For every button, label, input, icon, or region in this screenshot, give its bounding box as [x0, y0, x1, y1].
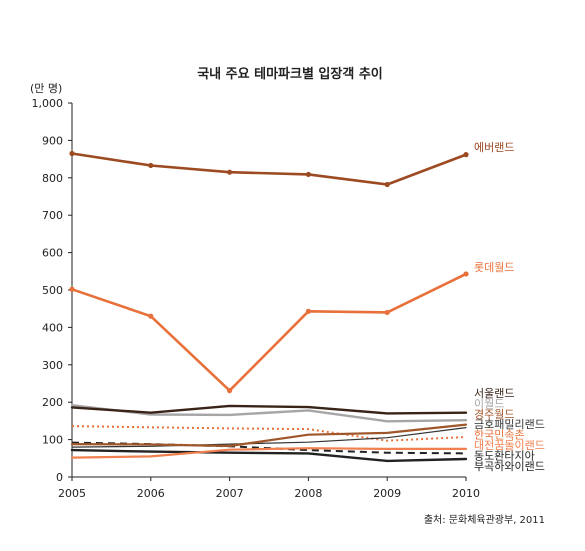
- data-point: [69, 150, 75, 157]
- y-tick-label: 500: [42, 284, 63, 297]
- series-layer: [69, 150, 469, 463]
- series-label: 경주월드: [474, 408, 514, 421]
- data-point: [69, 286, 75, 292]
- y-tick-label: 900: [42, 134, 63, 147]
- y-tick-label: 400: [42, 321, 63, 334]
- data-point: [148, 162, 154, 169]
- series-label: 동도환타지아: [474, 449, 535, 462]
- chart-title: 국내 주요 테마파크별 입장객 추이: [197, 66, 383, 82]
- series-line-3: [70, 404, 468, 415]
- y-tick-label: 100: [42, 434, 63, 447]
- data-point: [463, 152, 469, 158]
- series-label: 대전꿈돌이랜드: [474, 439, 545, 452]
- x-tick-label: 2009: [373, 487, 401, 500]
- x-tick-label: 2008: [294, 487, 322, 500]
- data-point: [305, 308, 311, 314]
- source-note: 출처: 문화체육관광부, 2011: [424, 514, 545, 526]
- y-tick-label: 700: [42, 209, 63, 222]
- x-tick-label: 2006: [137, 487, 165, 500]
- series-labels: 에버랜드롯데월드서울랜드이월드경주월드금호패밀리랜드한국민속촌대전꿈돌이랜드동도…: [474, 141, 545, 473]
- series-label: 이월드: [474, 397, 504, 410]
- series-line-7: [71, 425, 467, 442]
- x-tick-label: 2005: [58, 487, 86, 500]
- series-line-8: [70, 447, 468, 459]
- y-tick-label: 600: [42, 247, 63, 260]
- series-line-6: [71, 427, 467, 448]
- data-point: [463, 271, 469, 277]
- data-point: [384, 309, 390, 316]
- y-tick-label: 1,000: [32, 97, 64, 110]
- series-line-1: [70, 152, 468, 186]
- axes: 0 100 200 300 400 500 600 700 800 900 1,000 2005 200…: [32, 97, 481, 500]
- y-tick-label: 200: [42, 396, 63, 409]
- y-tick-label: 800: [42, 172, 63, 185]
- x-tick-label: 2010: [452, 487, 480, 500]
- data-point: [384, 181, 390, 188]
- series-label: 부곡하와이랜드: [474, 459, 545, 473]
- series-line-9: [70, 448, 468, 463]
- series-label: 에버랜드: [474, 141, 514, 154]
- y-axis-unit-label: (만 명): [30, 82, 62, 95]
- series-line-2: [70, 272, 468, 392]
- series-label: 롯데월드: [474, 261, 514, 274]
- data-point: [227, 169, 233, 175]
- series-label: 금호패밀리랜드: [474, 418, 545, 431]
- series-label: 한국민속촌: [474, 429, 525, 442]
- series-line-5: [70, 423, 468, 448]
- data-point: [305, 171, 311, 178]
- y-tick-label: 300: [42, 359, 63, 372]
- series-label: 서울랜드: [474, 387, 514, 400]
- data-point: [148, 313, 154, 319]
- x-tick-label: 2007: [216, 487, 244, 500]
- y-tick-label: 0: [56, 471, 63, 484]
- data-point: [227, 388, 233, 394]
